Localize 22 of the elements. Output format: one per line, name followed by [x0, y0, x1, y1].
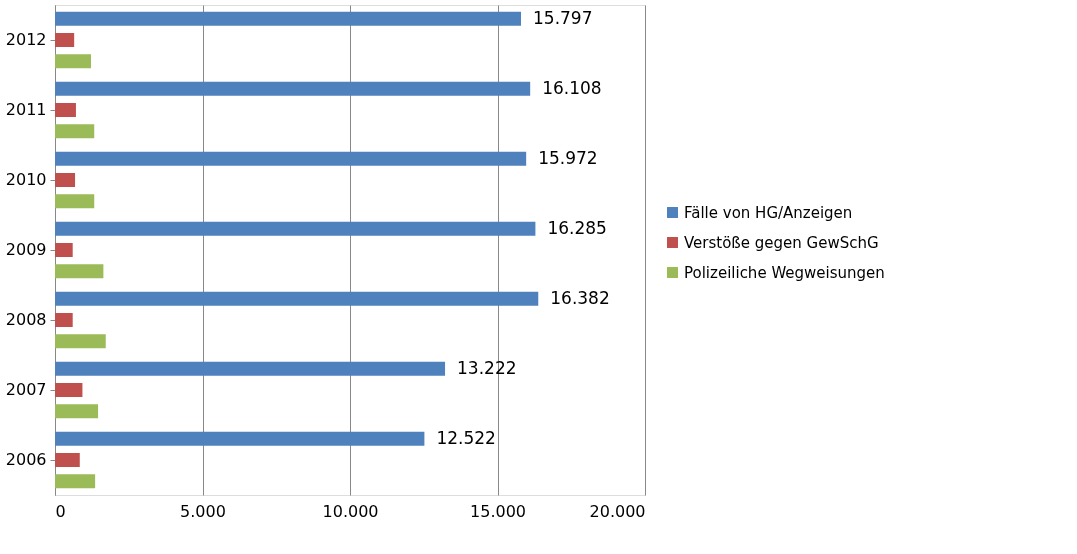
- legend-label: Polizeiliche Wegweisungen: [684, 263, 885, 282]
- data-label: 16.108: [542, 77, 602, 98]
- data-label: 16.382: [550, 287, 610, 308]
- data-label: 15.797: [533, 7, 593, 28]
- x-tick-label: 0: [55, 501, 66, 521]
- data-label: 12.522: [436, 427, 496, 448]
- y-tick-label: 2011: [5, 100, 47, 119]
- y-tick-label: 2012: [5, 30, 47, 49]
- y-tick-label: 2007: [5, 380, 47, 399]
- y-tick-label: 2006: [5, 450, 47, 469]
- x-tick-label: 20.000: [589, 501, 646, 521]
- x-tick-label: 5.000: [180, 501, 226, 521]
- data-label: 16.285: [547, 217, 607, 238]
- y-tick-label: 2008: [5, 310, 47, 329]
- y-tick-label: 2010: [5, 170, 47, 189]
- x-tick-label: 15.000: [470, 501, 526, 521]
- x-tick-label: 10.000: [322, 501, 379, 521]
- data-label: 13.222: [457, 357, 517, 378]
- legend-label: Verstöße gegen GewSchG: [684, 233, 879, 252]
- data-label: 15.972: [538, 147, 598, 168]
- legend-label: Fälle von HG/Anzeigen: [684, 203, 853, 222]
- y-tick-label: 2009: [5, 240, 47, 259]
